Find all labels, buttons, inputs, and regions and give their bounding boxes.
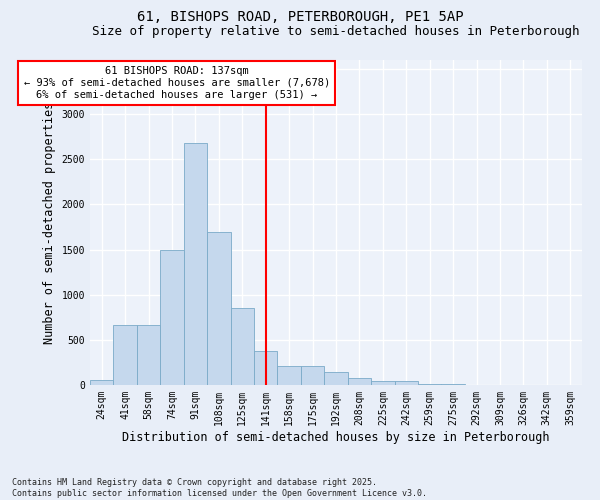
Bar xyxy=(184,143,207,385)
Bar xyxy=(277,366,301,385)
Bar xyxy=(113,326,137,385)
Text: 61 BISHOPS ROAD: 137sqm
← 93% of semi-detached houses are smaller (7,678)
6% of : 61 BISHOPS ROAD: 137sqm ← 93% of semi-de… xyxy=(23,66,330,100)
Bar xyxy=(442,384,465,385)
Text: 61, BISHOPS ROAD, PETERBOROUGH, PE1 5AP: 61, BISHOPS ROAD, PETERBOROUGH, PE1 5AP xyxy=(137,10,463,24)
Bar xyxy=(230,308,254,385)
Bar xyxy=(371,381,395,385)
Bar xyxy=(90,380,113,385)
Text: Contains HM Land Registry data © Crown copyright and database right 2025.
Contai: Contains HM Land Registry data © Crown c… xyxy=(12,478,427,498)
Bar xyxy=(348,378,371,385)
Bar xyxy=(395,381,418,385)
Bar xyxy=(301,366,324,385)
Bar xyxy=(418,384,442,385)
Bar xyxy=(254,350,277,385)
Bar xyxy=(207,232,230,385)
Title: Size of property relative to semi-detached houses in Peterborough: Size of property relative to semi-detach… xyxy=(92,25,580,38)
Bar xyxy=(137,326,160,385)
Bar xyxy=(324,372,348,385)
Bar xyxy=(160,250,184,385)
X-axis label: Distribution of semi-detached houses by size in Peterborough: Distribution of semi-detached houses by … xyxy=(122,430,550,444)
Y-axis label: Number of semi-detached properties: Number of semi-detached properties xyxy=(43,102,56,344)
